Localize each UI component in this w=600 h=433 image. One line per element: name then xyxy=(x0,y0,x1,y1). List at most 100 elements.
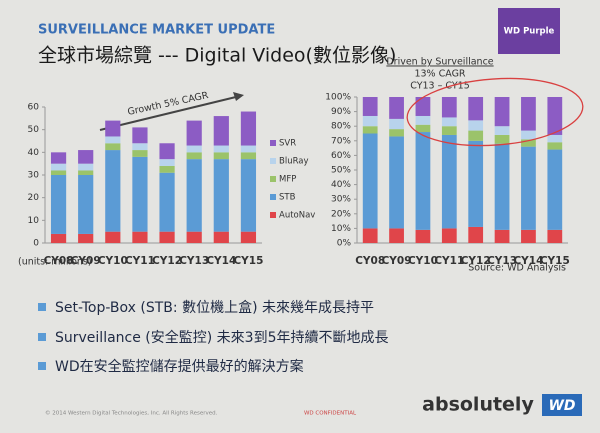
x-tick-label: CY08 xyxy=(44,255,74,267)
bar-segment xyxy=(521,139,536,147)
logo: WD xyxy=(548,398,575,414)
bar-segment xyxy=(521,97,536,131)
bar-segment xyxy=(441,126,457,135)
y-tick-label: 40 xyxy=(28,148,40,158)
bar-segment xyxy=(132,156,148,232)
bar-segment xyxy=(547,97,563,135)
bar-segment xyxy=(468,140,484,227)
bullet: Set-Top-Box (STB: 數位機上盒) 未來幾年成長持平 xyxy=(55,299,374,316)
bar-segment xyxy=(132,143,148,151)
bar-segment xyxy=(159,143,175,160)
y-tick-label: 100% xyxy=(325,93,351,103)
bar-segment xyxy=(468,130,484,141)
x-tick-label: CY11 xyxy=(125,255,155,267)
x-tick-label: CY13 xyxy=(179,255,209,267)
bar-segment xyxy=(105,150,121,232)
y-tick-label: 0% xyxy=(337,239,352,249)
x-tick-label: CY12 xyxy=(461,255,491,267)
x-tick-label: CY15 xyxy=(540,255,570,267)
x-tick-label: CY14 xyxy=(513,255,543,267)
legend-label: BluRay xyxy=(279,157,309,167)
bar-segment xyxy=(50,170,67,175)
bar-segment xyxy=(547,229,563,243)
bar-segment xyxy=(415,132,431,230)
bar-segment xyxy=(441,97,457,118)
y-tick-label: 10 xyxy=(28,216,40,226)
bar-segment xyxy=(389,97,404,119)
annotation: Source: WD Analysis xyxy=(468,263,566,274)
bar-segment xyxy=(494,134,510,144)
bar-segment xyxy=(50,152,67,164)
highlight-ellipse xyxy=(406,77,584,147)
legend-swatch xyxy=(270,176,276,182)
bar-segment xyxy=(362,133,378,229)
y-tick-label: 60 xyxy=(28,103,40,113)
bar-segment xyxy=(415,115,431,125)
annotation: Driven by Surveillance xyxy=(386,57,493,68)
y-tick-label: 0 xyxy=(33,239,39,249)
x-tick-label: CY11 xyxy=(434,255,464,267)
bar-segment xyxy=(240,145,257,153)
bar-segment xyxy=(78,233,94,243)
bar-segment xyxy=(468,120,484,131)
legend-swatch xyxy=(270,158,276,164)
x-tick-label: CY09 xyxy=(382,255,412,267)
bullet-dot xyxy=(38,303,46,311)
y-tick-label: 30% xyxy=(331,195,351,205)
bullet: WD在安全監控儲存提供最好的解決方案 xyxy=(55,358,304,375)
bar-segment xyxy=(415,229,431,243)
y-tick-label: 50% xyxy=(331,166,351,176)
bar-segment xyxy=(213,159,229,232)
arrow-head xyxy=(233,92,244,101)
bar-segment xyxy=(186,152,202,160)
bar-segment xyxy=(494,229,510,243)
legend-swatch xyxy=(270,194,276,200)
x-tick-label: CY10 xyxy=(98,255,128,267)
bar-segment xyxy=(521,130,536,140)
logo-box xyxy=(542,394,582,416)
bar-segment xyxy=(132,127,148,144)
bar-segment xyxy=(362,126,378,134)
bar-segment xyxy=(159,159,175,166)
bar-segment xyxy=(389,136,404,229)
badge xyxy=(498,8,560,54)
slide-title: 全球市場綜覽 --- Digital Video(數位影像) xyxy=(38,45,396,67)
bar-segment xyxy=(186,231,202,243)
y-tick-label: 40% xyxy=(331,180,351,190)
bar-segment xyxy=(159,165,175,173)
legend-label: MFP xyxy=(279,175,296,185)
annotation: CY13 – CY15 xyxy=(410,81,470,92)
bar-segment xyxy=(159,172,175,232)
growth-arrow xyxy=(99,95,241,131)
bar-segment xyxy=(240,111,257,146)
charts: 0102030405060CY08CY09CY10CY11CY12CY13CY1… xyxy=(28,93,570,268)
bar-segment xyxy=(213,116,229,146)
bar-segment xyxy=(78,163,94,171)
y-tick-label: 50 xyxy=(28,125,40,135)
bar-segment xyxy=(441,228,457,243)
bar-segment xyxy=(240,231,257,243)
bar-segment xyxy=(362,115,378,127)
bar-segment xyxy=(415,97,431,116)
bar-segment xyxy=(468,226,484,243)
x-tick-label: CY12 xyxy=(152,255,182,267)
bar-segment xyxy=(105,136,121,144)
bar-segment xyxy=(186,145,202,153)
confidential: WD CONFIDENTIAL xyxy=(304,411,357,417)
bar-segment xyxy=(50,233,67,243)
x-tick-label: CY09 xyxy=(71,255,101,267)
annotation: (units: millions) xyxy=(18,257,92,268)
y-tick-label: 90% xyxy=(331,107,351,117)
bar-segment xyxy=(159,231,175,243)
bar-segment xyxy=(240,159,257,232)
bar-segment xyxy=(441,117,457,127)
annotation: 13% CAGR xyxy=(414,69,465,80)
bar-segment xyxy=(105,143,121,151)
bar-segment xyxy=(213,152,229,160)
x-tick-label: CY14 xyxy=(206,255,236,267)
y-tick-label: 20% xyxy=(331,209,351,219)
tagline: absolutely xyxy=(422,394,534,416)
legend-swatch xyxy=(270,140,276,146)
bar-segment xyxy=(186,120,202,146)
bar-segment xyxy=(186,159,202,232)
